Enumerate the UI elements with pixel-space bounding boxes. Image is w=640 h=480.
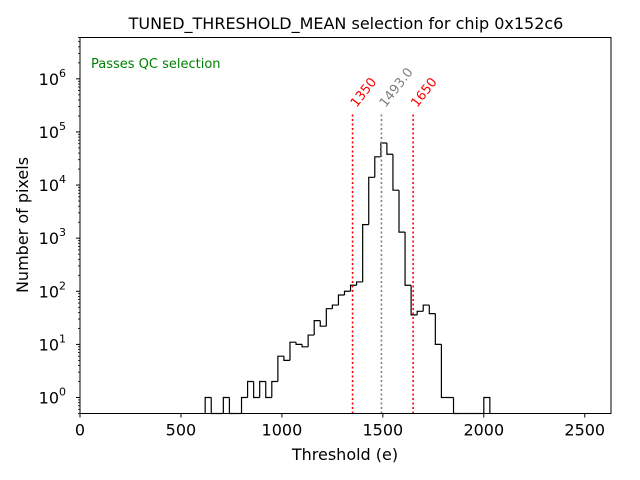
x-axis: 0 500 1000 1500 2000 2500 (75, 413, 605, 440)
histogram-bin (301, 344, 309, 348)
histogram-bin (204, 396, 212, 414)
histogram-bin (404, 232, 412, 286)
histogram-bin (307, 334, 315, 347)
y-tick-label: 105 (39, 120, 66, 142)
histogram-bin (325, 308, 333, 327)
histogram-bin (343, 290, 351, 296)
histogram-bin (313, 320, 321, 336)
histogram-bin (265, 381, 272, 399)
histogram-bin (368, 176, 375, 225)
histogram-bin (398, 190, 406, 233)
y-tick-label: 100 (39, 386, 66, 408)
histogram-bin (362, 224, 369, 282)
histogram-bin (483, 396, 491, 414)
histogram-bin (222, 396, 230, 414)
histogram-bin (240, 396, 248, 414)
histogram-bin (283, 356, 290, 361)
histogram-bin (259, 380, 266, 398)
histogram-bin (428, 305, 436, 315)
histogram-bin (349, 284, 357, 292)
histogram-bin (422, 304, 430, 312)
x-tick-label: 1500 (362, 421, 403, 440)
x-tick-label: 2000 (463, 421, 504, 440)
x-tick-label: 1000 (262, 421, 303, 440)
histogram-bin (295, 342, 303, 345)
histogram-bin (392, 154, 400, 191)
plot-frame (79, 37, 612, 414)
histogram-bin (277, 355, 284, 382)
histogram-bin (246, 380, 254, 398)
x-axis-label: Threshold (e) (291, 445, 398, 464)
y-tick-label: 104 (39, 173, 66, 195)
y-tick-label: 103 (39, 226, 66, 248)
y-axis-label: Number of pixels (13, 157, 32, 293)
histogram-bin (331, 304, 339, 309)
histogram-bin (386, 142, 393, 155)
histogram-bin (271, 380, 278, 398)
histogram-bin (289, 341, 297, 361)
histogram-bin (356, 281, 363, 286)
x-tick-label: 0 (75, 421, 85, 440)
histogram-bin (434, 313, 442, 345)
histogram-bin (440, 344, 448, 399)
y-tick-label: 101 (39, 332, 66, 354)
y-axis: 100 101 102 103 104 105 106 (39, 37, 80, 414)
histogram-bin (253, 381, 260, 399)
chart-title: TUNED_THRESHOLD_MEAN selection for chip … (128, 14, 564, 34)
y-tick-label: 102 (39, 279, 66, 301)
histogram-bin (374, 156, 381, 178)
histogram-bin (416, 310, 424, 315)
qc-annotation: Passes QC selection (91, 57, 221, 72)
histogram-bin (410, 285, 418, 316)
histogram-bin (319, 320, 327, 327)
y-tick-label: 106 (39, 67, 66, 89)
histogram-bin (337, 294, 345, 306)
x-tick-label: 2500 (564, 421, 605, 440)
x-tick-label: 500 (166, 421, 197, 440)
